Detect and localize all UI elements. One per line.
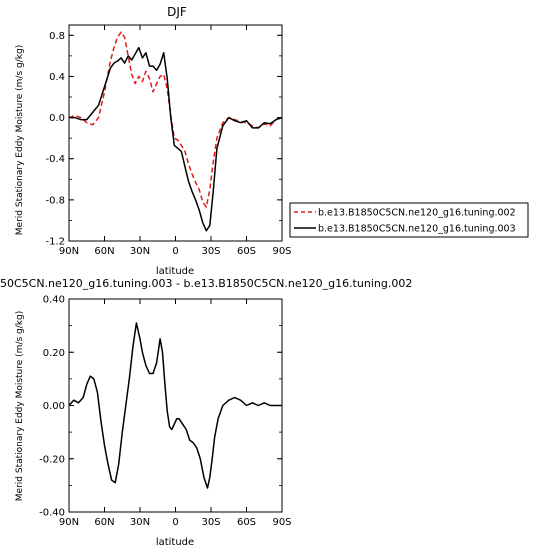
bottom-plot-frame	[68, 298, 283, 513]
bottom-series-line-1	[68, 322, 282, 489]
top-series-line-1	[68, 31, 283, 208]
top-x-tick-label: 60N	[94, 246, 114, 257]
bottom-y-tick-label: -0.40	[39, 508, 65, 519]
bottom-y-tick-label: 0.00	[43, 401, 65, 412]
top-chart: DJF Merid Stationary Eddy Moisture (m/s …	[15, 5, 292, 277]
top-x-tick-label: 30N	[130, 246, 150, 257]
top-x-tick-label: 0	[172, 246, 178, 257]
bottom-x-tick-label: 90N	[59, 517, 79, 528]
top-chart-title: DJF	[167, 5, 187, 19]
legend-label-series-2: b.e13.B1850C5CN.ne120_g16.tuning.003	[318, 224, 516, 235]
bottom-chart-ticks: 90N 60N 30N 0 30S 60S 90S -0.40 -0.20 0.00 0.20 0.4…	[39, 295, 291, 529]
bottom-x-tick-label: 90S	[272, 517, 291, 528]
top-series-line-2	[69, 46, 283, 232]
bottom-chart-title: b.e13.B1850C5CN.ne120_g16.tuning.003 - b…	[0, 277, 412, 290]
top-plot-frame	[68, 24, 283, 242]
bottom-y-tick-label: 0.40	[43, 295, 65, 306]
legend-box	[289, 202, 529, 238]
top-chart-ticks: 90N 60N 30N 0 30S 60S 90S -1.2 -0.8 -0.4 0.0 0.4 0.8	[45, 25, 292, 257]
top-x-tick-label: 90S	[272, 246, 291, 257]
top-chart-lines	[68, 31, 283, 232]
bottom-x-tick-label: 60S	[237, 517, 256, 528]
bottom-y-tick-label: 0.20	[43, 348, 65, 359]
top-y-tick-label: 0.0	[49, 113, 65, 124]
bottom-chart-x-axis-label: latitude	[156, 537, 194, 548]
legend: b.e13.B1850C5CN.ne120_g16.tuning.002 b.e…	[289, 202, 529, 238]
bottom-chart-lines	[68, 322, 282, 489]
top-chart-x-axis-label: latitude	[156, 266, 194, 277]
top-x-tick-label: 30S	[201, 246, 220, 257]
bottom-y-tick-label: -0.20	[39, 454, 65, 465]
top-chart-y-axis-label: Merid Stationary Eddy Moisture (m/s g/kg…	[15, 45, 25, 235]
top-y-tick-label: -0.8	[45, 195, 65, 206]
top-y-tick-label: -0.4	[45, 154, 65, 165]
legend-label-series-1: b.e13.B1850C5CN.ne120_g16.tuning.002	[318, 208, 516, 219]
top-y-tick-label: 0.8	[49, 31, 65, 42]
top-x-tick-label: 60S	[237, 246, 256, 257]
top-x-tick-label: 90N	[59, 246, 79, 257]
bottom-x-tick-label: 60N	[94, 517, 114, 528]
bottom-chart: b.e13.B1850C5CN.ne120_g16.tuning.003 - b…	[0, 277, 412, 548]
bottom-x-tick-label: 30N	[130, 517, 150, 528]
bottom-x-tick-label: 30S	[201, 517, 220, 528]
top-y-tick-label: -1.2	[45, 237, 65, 248]
top-y-tick-label: 0.4	[49, 72, 65, 83]
bottom-chart-y-axis-label: Merid Stationary Eddy Moisture (m/s g/kg…	[15, 311, 25, 501]
bottom-x-tick-label: 0	[172, 517, 178, 528]
